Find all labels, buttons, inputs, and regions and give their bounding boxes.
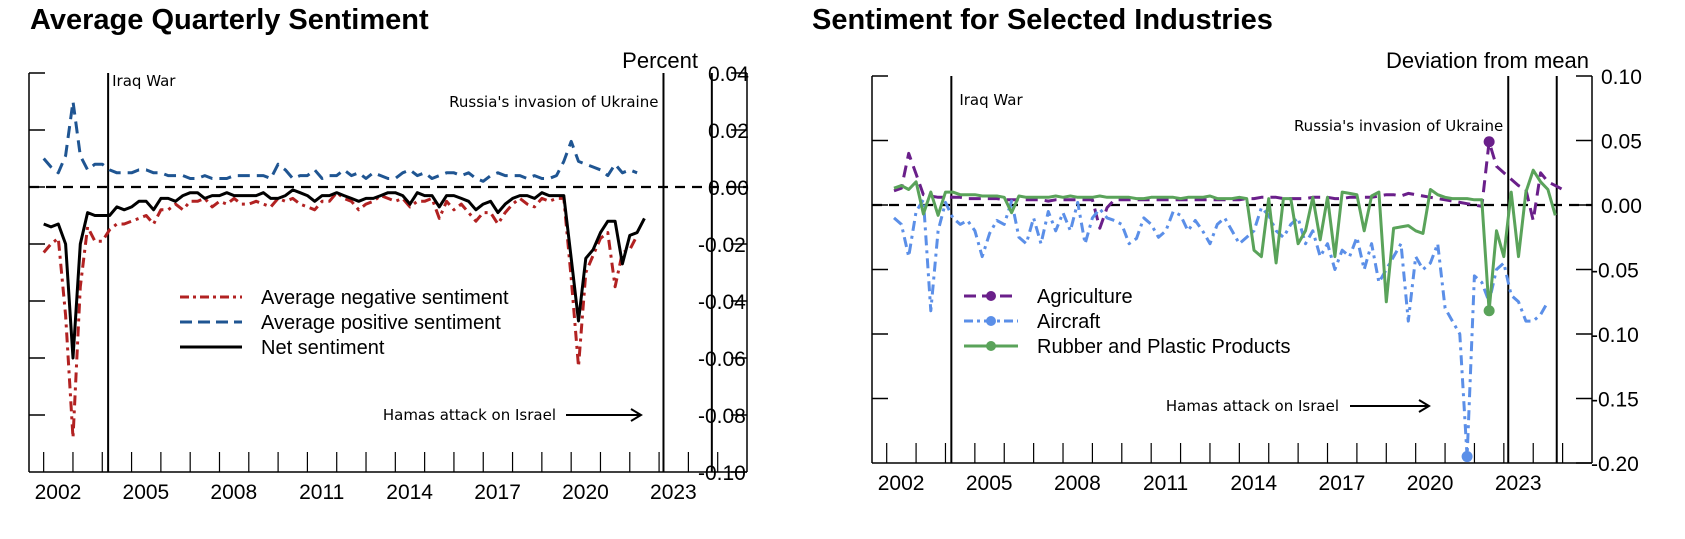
annotation-russia-invasion: Russia's invasion of Ukraine [1294, 117, 1503, 135]
x-tick-label: 2011 [1143, 472, 1188, 495]
right-chart-title: Sentiment for Selected Industries [812, 4, 1273, 36]
legend-marker [986, 316, 996, 326]
legend-marker [986, 341, 996, 351]
x-tick-label: 2014 [386, 481, 433, 504]
x-tick-label: 2002 [878, 472, 925, 495]
legend-label: Average negative sentiment [261, 287, 509, 309]
y-tick-label: -0.02 [698, 234, 746, 257]
left-chart: 0.04 0.02 0.00 -0.02 -0.04 -0.06 -0.08 -0.10 200… [28, 63, 749, 504]
x-tick-label: 2005 [123, 481, 170, 504]
y-tick-label: 0.04 [708, 63, 749, 86]
left-chart-title: Average Quarterly Sentiment [30, 4, 429, 36]
annotation-iraq-war: Iraq War [112, 72, 176, 90]
legend-label: Agriculture [1037, 286, 1133, 308]
x-tick-label: 2023 [1495, 472, 1542, 495]
x-tick-label: 2011 [299, 481, 344, 504]
arrow-head-icon [630, 408, 643, 422]
x-tick-label: 2017 [1319, 472, 1366, 495]
annotation-iraq-war: Iraq War [959, 91, 1023, 109]
y-tick-label: 0.05 [1601, 131, 1642, 154]
x-tick-label: 2017 [474, 481, 521, 504]
y-tick-label: -0.08 [698, 405, 746, 428]
y-tick-label: -0.06 [698, 348, 746, 371]
x-tick-label: 2002 [35, 481, 82, 504]
y-tick-label: -0.05 [1591, 260, 1639, 283]
legend-marker [986, 291, 996, 301]
x-tick-label: 2020 [562, 481, 609, 504]
x-tick-label: 2014 [1230, 472, 1277, 495]
series-line-agriculture [893, 140, 1564, 230]
annotation-russia-invasion: Russia's invasion of Ukraine [449, 93, 658, 111]
y-tick-label: 0.00 [1601, 195, 1642, 218]
right-y-unit-label: Deviation from mean [1386, 48, 1589, 73]
annotation-hamas-attack: Hamas attack on Israel [383, 406, 556, 424]
legend-label: Rubber and Plastic Products [1037, 336, 1290, 358]
y-tick-label: -0.10 [698, 462, 746, 485]
left-y-unit-label: Percent [622, 48, 698, 73]
x-tick-label: 2008 [1054, 472, 1101, 495]
y-tick-label: -0.10 [1591, 324, 1639, 347]
x-tick-label: 2005 [966, 472, 1013, 495]
legend-label: Net sentiment [261, 337, 385, 359]
annotation-hamas-attack: Hamas attack on Israel [1166, 397, 1339, 415]
x-tick-label: 2023 [650, 481, 697, 504]
right-chart: 0.10 0.05 0.00 -0.05 -0.10 -0.15 -0.20 2002 2005… [871, 66, 1642, 495]
y-tick-label: -0.20 [1591, 453, 1639, 476]
x-tick-label: 2020 [1407, 472, 1454, 495]
series-marker [1483, 136, 1495, 148]
series-line-average-positive-sentiment [42, 100, 638, 183]
y-tick-label: 0.02 [708, 120, 749, 143]
legend-label: Average positive sentiment [261, 312, 501, 334]
y-tick-label: 0.10 [1601, 66, 1642, 89]
series-marker [1461, 451, 1473, 463]
series-line-rubber-and-plastic-products [893, 168, 1557, 313]
series-line-aircraft [893, 198, 1550, 459]
x-tick-label: 2008 [210, 481, 257, 504]
y-tick-label: 0.00 [708, 177, 749, 200]
series-marker [1483, 305, 1495, 317]
y-tick-label: -0.04 [698, 291, 746, 314]
y-tick-label: -0.15 [1591, 389, 1639, 412]
arrow-head-icon [1418, 399, 1431, 413]
legend-label: Aircraft [1037, 311, 1101, 333]
series-line-net-sentiment [43, 188, 646, 360]
